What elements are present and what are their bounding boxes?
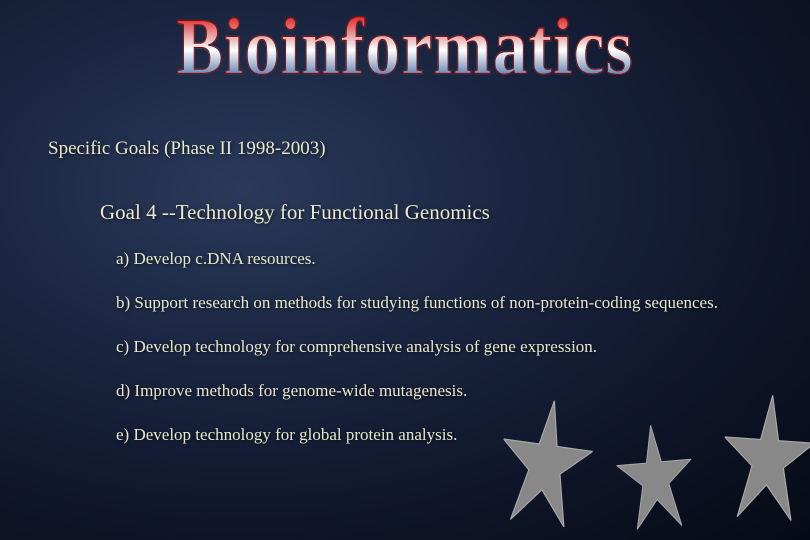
goal-heading: Goal 4 --Technology for Functional Genom… bbox=[100, 200, 490, 225]
star-icon bbox=[613, 422, 697, 540]
list-item: b) Support research on methods for study… bbox=[116, 292, 756, 315]
slide-title-wrap: Bioinformatics bbox=[0, 8, 810, 88]
star-icon bbox=[718, 392, 810, 533]
list-item: c) Develop technology for comprehensive … bbox=[116, 336, 756, 359]
slide-title: Bioinformatics bbox=[176, 2, 633, 94]
star-icon bbox=[491, 394, 599, 540]
list-item: a) Develop c.DNA resources. bbox=[116, 248, 756, 271]
slide-subtitle: Specific Goals (Phase II 1998-2003) bbox=[48, 138, 326, 160]
list-item: d) Improve methods for genome-wide mutag… bbox=[116, 380, 756, 403]
